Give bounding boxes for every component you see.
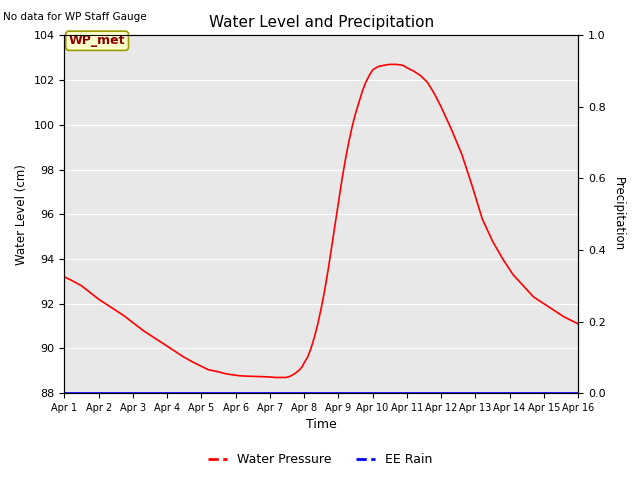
X-axis label: Time: Time [306,419,337,432]
Y-axis label: Water Level (cm): Water Level (cm) [15,164,28,264]
Legend: Water Pressure, EE Rain: Water Pressure, EE Rain [203,448,437,471]
Text: WP_met: WP_met [69,34,125,47]
Text: No data for WP Staff Gauge: No data for WP Staff Gauge [3,12,147,22]
Y-axis label: Precipitation: Precipitation [612,177,625,252]
Title: Water Level and Precipitation: Water Level and Precipitation [209,15,434,30]
